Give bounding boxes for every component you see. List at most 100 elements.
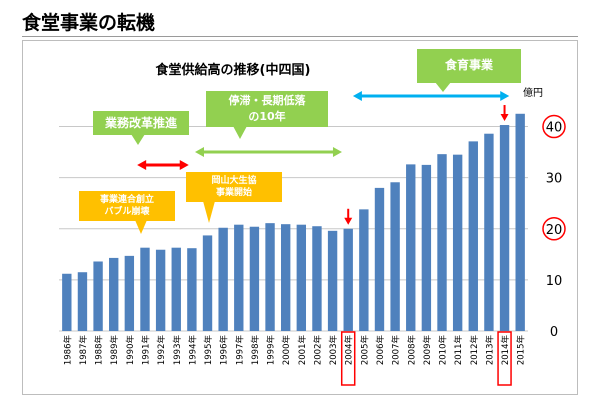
stagnation-period-arrow-left-head: [195, 147, 205, 157]
okayama-callout: 岡山大生協 事業開始: [186, 172, 282, 202]
y-tick-highlight-circle: [542, 217, 566, 241]
bar: [187, 248, 197, 331]
reform-callout-tail: [131, 134, 145, 145]
bar: [202, 235, 213, 331]
x-axis-ticks: 1986年 1987年 1988年 1989年 1990年 1991年 1992年 1993年…: [62, 331, 527, 386]
bar: [312, 226, 322, 331]
chart-frame: 食堂供給高の推移(中四国) 億円 0 10 20 30 40 1986年 1987年 198…: [22, 40, 578, 395]
x-tick-label: 1988年: [94, 335, 105, 366]
merger-callout-line1: 事業連合創立: [99, 195, 154, 205]
bar: [77, 272, 88, 331]
stagnation-callout: 停滞・長期低落 の10年: [206, 91, 328, 127]
x-tick-label: 2010年: [438, 335, 449, 366]
okayama-callout-line2: 事業開始: [215, 188, 252, 198]
x-tick-label: 1989年: [109, 335, 120, 366]
bar: [62, 273, 72, 331]
merger-callout-tail: [135, 220, 147, 234]
stagnation-callout-tail: [233, 126, 247, 139]
x-tick-label: 2005年: [359, 335, 370, 366]
x-tick-label: 1998年: [250, 335, 261, 366]
bar: [452, 154, 463, 331]
y-tick-highlight-circle: [542, 114, 566, 139]
red-pointer-arrow-head: [344, 217, 353, 225]
bar: [140, 247, 150, 331]
y-tick-label: 20: [546, 223, 563, 238]
x-tick-highlight-box: [340, 331, 356, 386]
x-tick-label: 1990年: [125, 335, 136, 366]
x-tick-label: 2007年: [391, 335, 402, 366]
x-tick-label: 2013年: [484, 335, 495, 366]
reform-callout: 業務改革推進: [93, 111, 189, 135]
bar: [218, 227, 228, 331]
bar: [359, 209, 369, 331]
x-tick-label: 1996年: [219, 335, 230, 366]
bar: [296, 224, 307, 331]
x-tick-label: 1995年: [203, 335, 214, 366]
stagnation-callout-line2: の10年: [248, 110, 286, 123]
stagnation-callout-line1: 停滞・長期低落: [228, 94, 306, 107]
x-tick-label: 1994年: [187, 335, 198, 366]
page-title: 食堂事業の転機: [22, 12, 156, 34]
bar: [109, 257, 119, 331]
y-tick-label: 10: [546, 274, 563, 289]
x-tick-label: 1986年: [62, 335, 73, 366]
bar: [421, 164, 432, 331]
red-pointer-arrow-head: [500, 114, 509, 122]
y-tick-label: 40: [546, 121, 563, 136]
x-tick-label: 2004年: [344, 335, 355, 366]
y-axis-ticks: 0 10 20 30 40: [542, 114, 566, 340]
bar: [343, 228, 353, 331]
x-tick-label: 2011年: [453, 335, 464, 366]
x-tick-label: 2002年: [312, 335, 323, 366]
bar-series: [62, 113, 525, 332]
bar: [124, 255, 135, 331]
bar: [437, 154, 447, 331]
x-tick-label: 1991年: [140, 335, 151, 366]
food-education-callout-tail: [435, 82, 451, 92]
reform-period-arrow-right-head: [179, 160, 189, 170]
bar: [515, 113, 525, 332]
reform-period-arrow-left-head: [137, 160, 147, 170]
x-tick-label: 1987年: [78, 335, 89, 366]
bar: [468, 141, 478, 331]
bar: [499, 125, 510, 332]
x-tick-label: 1992年: [156, 335, 167, 366]
x-tick-label: 2003年: [328, 335, 339, 366]
chart-title: 食堂供給高の推移(中四国): [156, 62, 311, 78]
food-education-period-arrow-right-head: [500, 91, 510, 101]
bar: [374, 187, 385, 331]
x-tick-label: 1993年: [172, 335, 183, 366]
title-divider: [22, 36, 578, 37]
x-tick-label: 2012年: [469, 335, 480, 366]
bar: [327, 230, 338, 331]
timeline-arrows: [137, 91, 510, 225]
x-tick-label: 2000年: [281, 335, 292, 366]
stagnation-period-arrow-right-head: [332, 147, 342, 157]
bar: [390, 182, 400, 331]
bar: [484, 133, 494, 331]
x-tick-label: 1997年: [234, 335, 245, 366]
food-education-callout: 食育事業: [417, 49, 521, 83]
bar: [280, 224, 291, 331]
bar: [93, 261, 103, 331]
y-tick-label: 30: [546, 172, 563, 187]
bar: [265, 223, 275, 331]
x-tick-label: 2015年: [516, 335, 527, 366]
bar: [234, 224, 244, 331]
bar: [171, 247, 181, 331]
x-tick-label: 2001年: [297, 335, 308, 366]
x-tick-label: 2014年: [500, 335, 511, 366]
x-tick-label: 1999年: [266, 335, 277, 366]
x-tick-label: 2009年: [422, 335, 433, 366]
okayama-callout-line1: 岡山大生協: [211, 176, 257, 186]
okayama-callout-tail: [203, 201, 215, 223]
merger-callout-line2: バブル崩壊: [104, 207, 150, 217]
bar: [155, 249, 166, 331]
x-tick-label: 2008年: [406, 335, 417, 366]
x-tick-highlight-box: [497, 331, 512, 386]
y-tick-label: 0: [550, 325, 558, 340]
bar: [406, 164, 416, 331]
bar: [249, 226, 260, 331]
food-education-period-arrow-left-head: [352, 91, 362, 101]
